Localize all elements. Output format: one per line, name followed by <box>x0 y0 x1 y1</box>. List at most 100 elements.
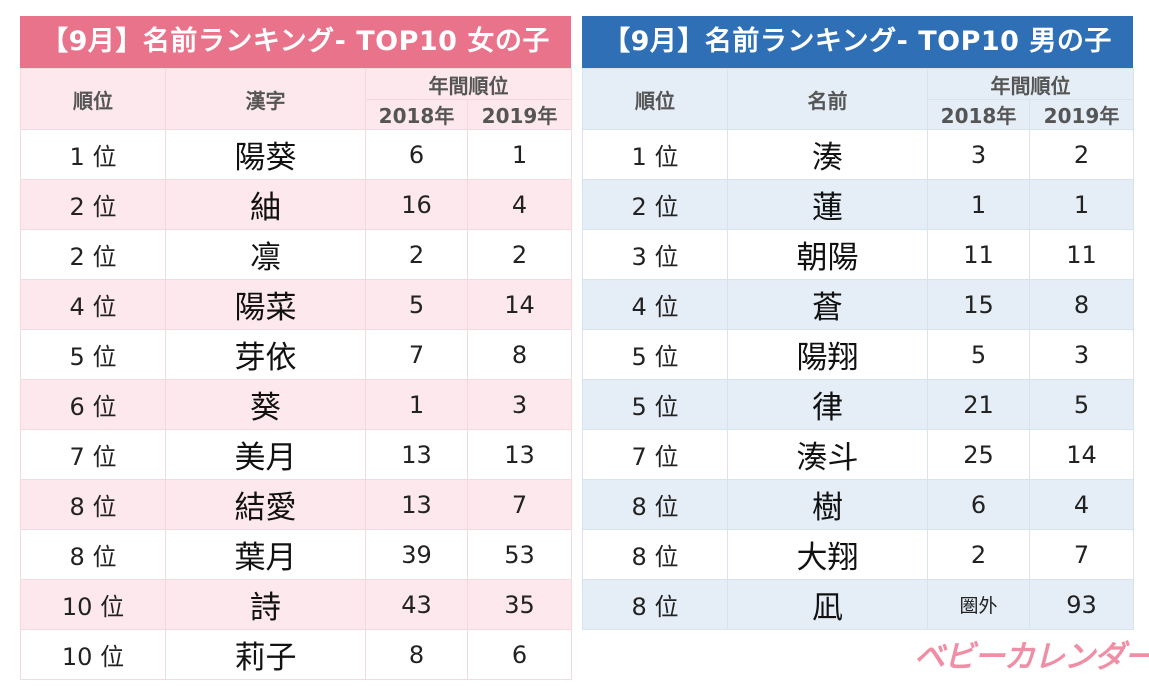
year-2018-header: 2018年 <box>365 99 468 130</box>
rank-2019-cell: 7 <box>467 479 572 530</box>
name-cell: 莉子 <box>165 629 366 680</box>
table-row: 5 位芽依 7 8 <box>20 329 572 380</box>
rank-cell: 4 位 <box>20 279 166 330</box>
rank-2019-cell: 93 <box>1029 579 1134 630</box>
name-cell: 大翔 <box>727 529 928 580</box>
rank-2018-cell: 16 <box>365 179 468 230</box>
name-cell: 湊斗 <box>727 429 928 480</box>
year-2018-header: 2018年 <box>927 99 1030 130</box>
rank-2018-cell: 13 <box>365 479 468 530</box>
rank-2018-cell: 15 <box>927 279 1030 330</box>
rank-2019-cell: 14 <box>467 279 572 330</box>
rank-2019-cell: 14 <box>1029 429 1134 480</box>
rank-cell: 3 位 <box>582 229 728 280</box>
name-cell: 紬 <box>165 179 366 230</box>
rank-2019-cell: 3 <box>1029 329 1134 380</box>
baby-calendar-logo: ベビーカレンダー <box>914 639 1149 675</box>
table-row: 4 位蒼 15 8 <box>582 279 1134 330</box>
rank-2018-cell: 7 <box>365 329 468 380</box>
rank-2019-cell: 1 <box>467 129 572 180</box>
rank-cell: 4 位 <box>582 279 728 330</box>
rank-cell: 8 位 <box>582 479 728 530</box>
rank-2019-cell: 7 <box>1029 529 1134 580</box>
rank-2019-cell: 4 <box>467 179 572 230</box>
yearly-rank-header: 年間順位 <box>365 68 572 100</box>
rank-cell: 1 位 <box>20 129 166 180</box>
table-row: 5 位陽翔 5 3 <box>582 329 1134 380</box>
rank-header: 順位 <box>582 68 728 130</box>
table-row: 10 位詩 43 35 <box>20 579 572 630</box>
rank-2018-cell: 13 <box>365 429 468 480</box>
rank-2018-cell: 43 <box>365 579 468 630</box>
name-cell: 陽葵 <box>165 129 366 180</box>
table-row: 8 位大翔 2 7 <box>582 529 1134 580</box>
name-header: 漢字 <box>165 68 366 130</box>
name-cell: 葵 <box>165 379 366 430</box>
name-cell: 凛 <box>165 229 366 280</box>
rank-2018-cell: 2 <box>365 229 468 280</box>
rank-2018-cell: 1 <box>365 379 468 430</box>
rank-cell: 5 位 <box>582 379 728 430</box>
rank-2019-cell: 2 <box>1029 129 1134 180</box>
rank-2019-cell: 13 <box>467 429 572 480</box>
rank-cell: 10 位 <box>20 579 166 630</box>
rank-cell: 7 位 <box>20 429 166 480</box>
rank-cell: 2 位 <box>582 179 728 230</box>
boys-ranking-panel: 【9月】名前ランキング- TOP10 男の子 順位 名前 年間順位 2018年 … <box>582 16 1134 630</box>
rank-cell: 8 位 <box>20 479 166 530</box>
girls-ranking-panel: 【9月】名前ランキング- TOP10 女の子 順位 漢字 年間順位 2018年 … <box>20 16 572 680</box>
rank-2018-cell: 5 <box>365 279 468 330</box>
rank-2019-cell: 2 <box>467 229 572 280</box>
rank-2018-cell: 6 <box>927 479 1030 530</box>
girls-ranking-title: 【9月】名前ランキング- TOP10 女の子 <box>20 16 571 68</box>
rank-cell: 2 位 <box>20 229 166 280</box>
table-row: 7 位湊斗 25 14 <box>582 429 1134 480</box>
name-header: 名前 <box>727 68 928 130</box>
table-row: 1 位陽葵 6 1 <box>20 129 572 180</box>
table-row: 7 位美月 13 13 <box>20 429 572 480</box>
table-row: 10 位莉子 8 6 <box>20 629 572 680</box>
year-2019-header: 2019年 <box>1029 99 1134 130</box>
rank-cell: 10 位 <box>20 629 166 680</box>
table-row: 8 位葉月 39 53 <box>20 529 572 580</box>
rank-cell: 8 位 <box>582 529 728 580</box>
name-cell: 朝陽 <box>727 229 928 280</box>
name-cell: 陽翔 <box>727 329 928 380</box>
rank-2019-cell: 3 <box>467 379 572 430</box>
rank-2019-cell: 35 <box>467 579 572 630</box>
name-cell: 陽菜 <box>165 279 366 330</box>
rank-2018-cell: 6 <box>365 129 468 180</box>
rank-2018-cell: 2 <box>927 529 1030 580</box>
rank-2019-cell: 6 <box>467 629 572 680</box>
rank-cell: 6 位 <box>20 379 166 430</box>
table-row: 3 位朝陽 11 11 <box>582 229 1134 280</box>
rank-2019-cell: 5 <box>1029 379 1134 430</box>
rank-cell: 8 位 <box>20 529 166 580</box>
rank-2018-cell: 8 <box>365 629 468 680</box>
table-row: 5 位律 21 5 <box>582 379 1134 430</box>
name-cell: 律 <box>727 379 928 430</box>
year-2019-header: 2019年 <box>467 99 572 130</box>
rank-cell: 5 位 <box>582 329 728 380</box>
girls-ranking-table: 順位 漢字 年間順位 2018年 2019年 1 位陽葵 6 1 2 位紬 16 4 2 位… <box>20 68 572 680</box>
name-cell: 蒼 <box>727 279 928 330</box>
rank-cell: 1 位 <box>582 129 728 180</box>
rank-cell: 2 位 <box>20 179 166 230</box>
rank-2018-cell: 5 <box>927 329 1030 380</box>
name-cell: 詩 <box>165 579 366 630</box>
name-cell: 蓮 <box>727 179 928 230</box>
rank-2018-cell: 25 <box>927 429 1030 480</box>
rank-2019-cell: 53 <box>467 529 572 580</box>
name-cell: 芽依 <box>165 329 366 380</box>
name-cell: 樹 <box>727 479 928 530</box>
name-cell: 美月 <box>165 429 366 480</box>
table-row: 8 位結愛 13 7 <box>20 479 572 530</box>
rank-2018-cell: 39 <box>365 529 468 580</box>
yearly-rank-header: 年間順位 <box>927 68 1134 100</box>
rank-header: 順位 <box>20 68 166 130</box>
